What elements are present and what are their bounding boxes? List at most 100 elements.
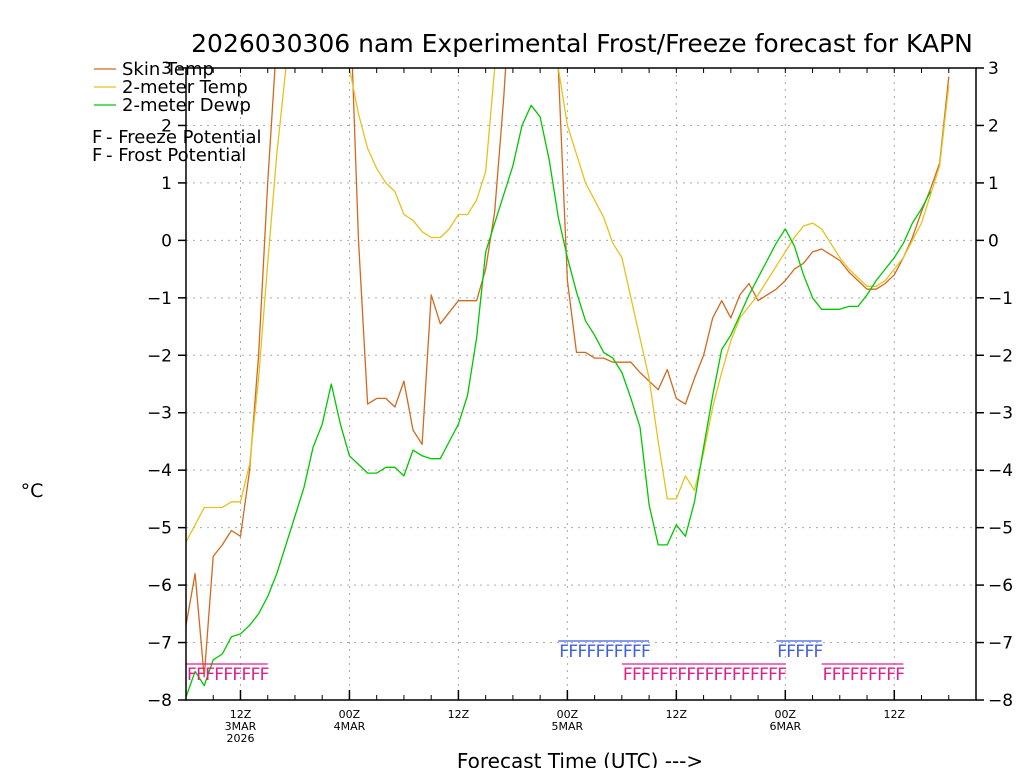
plot-frame	[185, 67, 977, 701]
freeze-potential-mark: F	[886, 665, 896, 685]
freeze-potential-mark: F	[659, 665, 669, 685]
y-tick-label-right: −3	[988, 404, 1013, 424]
freeze-potential-mark: F	[705, 665, 715, 685]
frost-potential-mark: F	[786, 642, 796, 662]
freeze-potential-mark: F	[850, 665, 860, 685]
y-tick-label-left: −3	[147, 404, 172, 424]
frost-potential-mark: F	[577, 642, 587, 662]
y-tick-label-left: −5	[147, 519, 172, 539]
freeze-potential-mark: F	[741, 665, 751, 685]
x-tick-label: 12Z	[448, 708, 470, 721]
y-tick-label-right: −8	[988, 691, 1013, 711]
freeze-potential-mark: F	[251, 665, 261, 685]
freeze-potential-mark: F	[641, 665, 651, 685]
y-axis: −8 −8 −7 −7 −6 −6 −5 −5 −4 −4 −3 −3 −2 −2 −1 −1 0 0 1 1 2 2 3 3	[147, 59, 1013, 711]
freeze-potential-mark: F	[723, 665, 733, 685]
freeze-potential-mark: F	[677, 665, 687, 685]
frost-potential-mark: F	[804, 642, 814, 662]
frost-potential-mark: F	[587, 642, 597, 662]
freeze-potential-mark: F	[214, 665, 224, 685]
freeze-potential-mark: F	[187, 665, 197, 685]
potential-key-symbol: F	[92, 145, 102, 166]
y-tick-label-left: −4	[147, 461, 172, 481]
freeze-potential-mark: F	[832, 665, 842, 685]
y-tick-label-right: 1	[988, 174, 999, 194]
legend-label: 2-meter Temp	[122, 77, 248, 98]
freeze-potential-mark: F	[841, 665, 851, 685]
x-tick-label: 00Z	[775, 708, 797, 721]
x-tick-label: 12Z	[230, 708, 252, 721]
frost-potential-mark: F	[559, 642, 569, 662]
x-tick-label: 00Z	[557, 708, 579, 721]
freeze-potential-mark: F	[260, 665, 270, 685]
frost-potential-mark: F	[596, 642, 606, 662]
freeze-potential-mark: F	[686, 665, 696, 685]
chart-title: 2026030306 nam Experimental Frost/Freeze…	[191, 29, 973, 58]
freeze-potential-mark: F	[241, 665, 251, 685]
freeze-potential-mark: F	[732, 665, 742, 685]
y-tick-label-left: 0	[161, 231, 172, 251]
x-tick-label: 12Z	[884, 708, 906, 721]
x-tick-label: 2026	[226, 732, 254, 745]
y-tick-label-left: −1	[147, 289, 172, 309]
y-tick-label-right: −7	[988, 634, 1013, 654]
frost-potential-mark: F	[605, 642, 615, 662]
freeze-potential-mark: F	[777, 665, 787, 685]
y-tick-label-right: −6	[988, 576, 1013, 596]
y-tick-label-right: 2	[988, 116, 999, 136]
y-tick-label-right: −4	[988, 461, 1013, 481]
y-tick-label-left: −6	[147, 576, 172, 596]
potential-key-label: - Freeze Potential	[106, 127, 262, 148]
freeze-potential-mark: F	[623, 665, 633, 685]
x-tick-label: 00Z	[339, 708, 361, 721]
potential-key-label: - Frost Potential	[106, 145, 246, 166]
x-tick-label: 12Z	[666, 708, 688, 721]
freeze-potential-mark: F	[768, 665, 778, 685]
x-tick-label: 6MAR	[769, 720, 801, 733]
series-line-2-meter-dewp	[186, 104, 932, 698]
x-tick-label: 5MAR	[552, 720, 584, 733]
y-tick-label-right: 3	[988, 59, 999, 79]
frost-potential-mark: F	[814, 642, 824, 662]
potential-key-symbol: F	[92, 127, 102, 148]
y-tick-label-left: −2	[147, 346, 172, 366]
frost-potential-mark: F	[614, 642, 624, 662]
freeze-potential-mark: F	[205, 665, 215, 685]
legend-label: 2-meter Dewp	[122, 95, 251, 116]
grid-lines	[186, 68, 976, 700]
y-tick-label-left: 2	[161, 116, 172, 136]
series-layer	[186, 68, 950, 698]
x-tick-label: 3MAR	[225, 720, 257, 733]
y-tick-label-left: −8	[147, 691, 172, 711]
freeze-potential-mark: F	[750, 665, 760, 685]
freeze-potential-mark: F	[650, 665, 660, 685]
frost-potential-mark: F	[795, 642, 805, 662]
freeze-potential-mark: F	[759, 665, 769, 685]
freeze-potential-mark: F	[823, 665, 833, 685]
x-tick-label: 4MAR	[334, 720, 366, 733]
freeze-potential-mark: F	[668, 665, 678, 685]
freeze-potential-mark: F	[877, 665, 887, 685]
y-tick-label-right: 0	[988, 231, 999, 251]
freeze-potential-mark: F	[196, 665, 206, 685]
frost-potential-mark: F	[568, 642, 578, 662]
freeze-potential-mark: F	[223, 665, 233, 685]
series-line-skin-temp	[186, 68, 950, 678]
y-tick-label-right: −5	[988, 519, 1013, 539]
frost-potential-mark: F	[777, 642, 787, 662]
freeze-potential-mark: F	[696, 665, 706, 685]
y-tick-label-right: −2	[988, 346, 1013, 366]
y-tick-label-right: −1	[988, 289, 1013, 309]
frost-potential-mark: F	[623, 642, 633, 662]
freeze-potential-mark: F	[232, 665, 242, 685]
freeze-potential-mark: F	[868, 665, 878, 685]
frost-potential-mark: F	[632, 642, 642, 662]
y-axis-label: °C	[21, 480, 44, 502]
freeze-potential-mark: F	[895, 665, 905, 685]
legend-label: Skin Temp	[122, 59, 214, 80]
freeze-potential-mark: F	[714, 665, 724, 685]
frost-potential-mark: F	[641, 642, 651, 662]
y-tick-label-left: 1	[161, 174, 172, 194]
